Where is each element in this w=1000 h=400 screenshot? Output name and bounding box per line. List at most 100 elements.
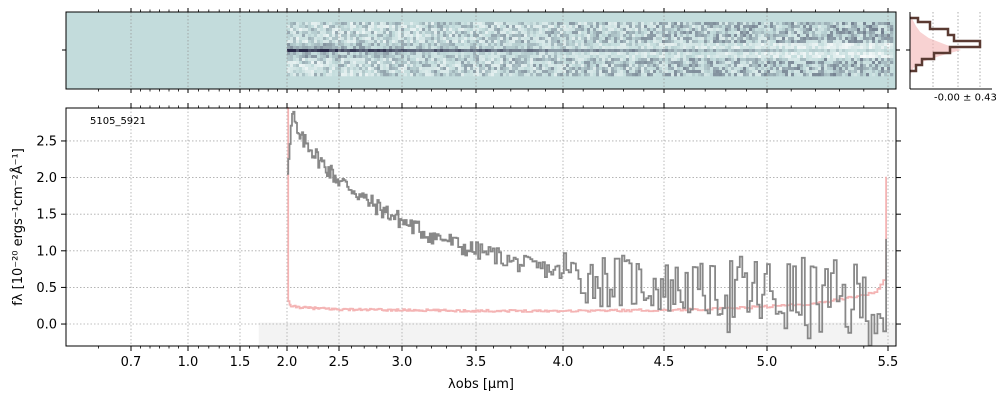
heatmap-cell <box>887 64 891 68</box>
heatmap-cell <box>740 46 744 50</box>
heatmap-cell <box>356 34 360 38</box>
heatmap-cell <box>305 22 309 26</box>
heatmap-cell <box>830 58 834 62</box>
heatmap-cell <box>629 49 633 53</box>
heatmap-cell <box>824 55 828 59</box>
heatmap-cell <box>812 49 816 53</box>
heatmap-cell <box>677 49 681 53</box>
heatmap-cell <box>320 67 324 71</box>
heatmap-cell <box>716 25 720 29</box>
heatmap-cell <box>755 61 759 65</box>
heatmap-cell <box>581 70 585 74</box>
heatmap-cell <box>329 52 333 56</box>
heatmap-cell <box>740 49 744 53</box>
heatmap-cell <box>557 67 561 71</box>
heatmap-cell <box>311 40 315 44</box>
heatmap-cell <box>299 67 303 71</box>
heatmap-cell <box>845 28 849 32</box>
heatmap-cell <box>326 64 330 68</box>
heatmap-cell <box>779 22 783 26</box>
heatmap-cell <box>659 64 663 68</box>
heatmap-cell <box>749 22 753 26</box>
heatmap-cell <box>593 37 597 41</box>
heatmap-cell <box>320 73 324 77</box>
heatmap-cell <box>536 52 540 56</box>
heatmap-cell <box>410 61 414 65</box>
heatmap-cell <box>395 67 399 71</box>
heatmap-cell <box>788 70 792 74</box>
heatmap-cell <box>851 28 855 32</box>
heatmap-cell <box>362 31 366 35</box>
heatmap-cell <box>542 46 546 50</box>
heatmap-cell <box>314 46 318 50</box>
heatmap-cell <box>479 22 483 26</box>
heatmap-cell <box>302 73 306 77</box>
heatmap-cell <box>596 64 600 68</box>
heatmap-cell <box>704 46 708 50</box>
heatmap-cell <box>521 43 525 47</box>
heatmap-cell <box>755 52 759 56</box>
heatmap-cell <box>587 61 591 65</box>
heatmap-cell <box>809 31 813 35</box>
heatmap-cell <box>500 37 504 41</box>
heatmap-cell <box>821 55 825 59</box>
heatmap-cell <box>566 22 570 26</box>
heatmap-cell <box>443 70 447 74</box>
heatmap-cell <box>656 25 660 29</box>
heatmap-cell <box>788 61 792 65</box>
heatmap-cell <box>374 28 378 32</box>
heatmap-cell <box>317 22 321 26</box>
heatmap-cell <box>782 70 786 74</box>
heatmap-cell <box>803 25 807 29</box>
heatmap-cell <box>485 55 489 59</box>
heatmap-cell <box>320 34 324 38</box>
heatmap-cell <box>551 58 555 62</box>
heatmap-cell <box>377 61 381 65</box>
heatmap-cell <box>335 70 339 74</box>
heatmap-cell <box>830 67 834 71</box>
heatmap-cell <box>641 49 645 53</box>
heatmap-cell <box>554 25 558 29</box>
heatmap-cell <box>875 31 879 35</box>
heatmap-cell <box>509 28 513 32</box>
heatmap-cell <box>740 70 744 74</box>
heatmap-cell <box>290 61 294 65</box>
heatmap-cell <box>509 58 513 62</box>
heatmap-cell <box>683 58 687 62</box>
heatmap-cell <box>773 49 777 53</box>
heatmap-cell <box>824 61 828 65</box>
heatmap-cell <box>587 43 591 47</box>
heatmap-cell <box>884 28 888 32</box>
heatmap-cell <box>311 49 315 53</box>
heatmap-cell <box>683 25 687 29</box>
heatmap-cell <box>746 55 750 59</box>
heatmap-cell <box>647 49 651 53</box>
heatmap-cell <box>539 43 543 47</box>
heatmap-cell <box>728 49 732 53</box>
heatmap-cell <box>707 34 711 38</box>
heatmap-cell <box>329 43 333 47</box>
heatmap-cell <box>716 52 720 56</box>
heatmap-cell <box>791 70 795 74</box>
heatmap-cell <box>758 46 762 50</box>
heatmap-cell <box>638 73 642 77</box>
heatmap-cell <box>668 55 672 59</box>
heatmap-cell <box>518 58 522 62</box>
heatmap-cell <box>659 70 663 74</box>
heatmap-cell <box>677 73 681 77</box>
heatmap-cell <box>467 58 471 62</box>
heatmap-cell <box>332 34 336 38</box>
heatmap-cell <box>581 73 585 77</box>
heatmap-cell <box>713 73 717 77</box>
heatmap-cell <box>710 64 714 68</box>
heatmap-cell <box>362 49 366 53</box>
heatmap-cell <box>863 37 867 41</box>
heatmap-cell <box>755 58 759 62</box>
heatmap-cell <box>329 22 333 26</box>
heatmap-cell <box>788 31 792 35</box>
heatmap-cell <box>857 58 861 62</box>
heatmap-cell <box>653 28 657 32</box>
heatmap-cell <box>425 49 429 53</box>
heatmap-cell <box>839 34 843 38</box>
heatmap-cell <box>782 31 786 35</box>
